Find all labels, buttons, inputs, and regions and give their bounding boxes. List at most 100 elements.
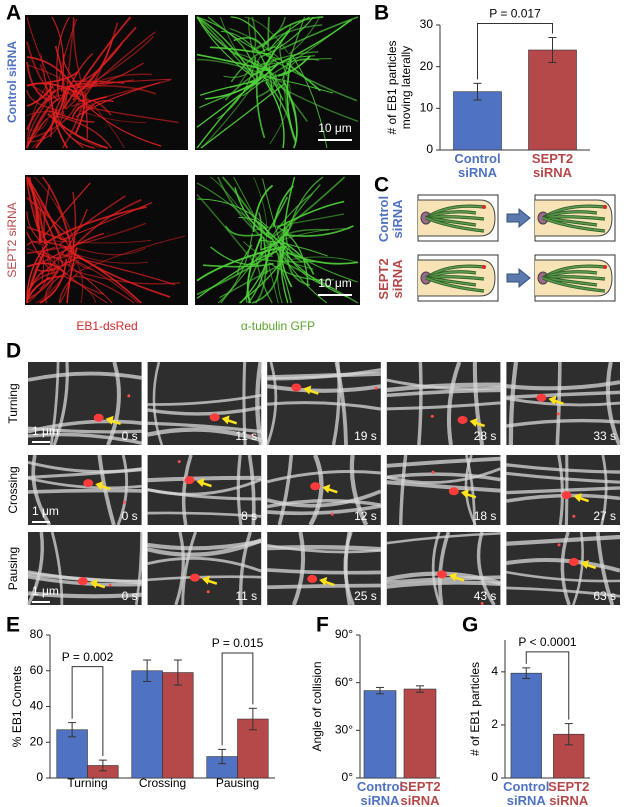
filament bbox=[43, 184, 51, 244]
filament bbox=[196, 58, 286, 85]
filament bbox=[280, 16, 359, 50]
filament bbox=[26, 246, 56, 254]
arrow-head bbox=[319, 576, 328, 586]
filament bbox=[61, 104, 84, 149]
filament bbox=[26, 85, 54, 107]
filament bbox=[564, 454, 569, 526]
row-label-group: Control siRNA bbox=[5, 41, 19, 123]
time-stamp: 43 s bbox=[474, 589, 497, 603]
filament bbox=[247, 454, 256, 526]
filament bbox=[386, 456, 501, 468]
microtubule-core bbox=[425, 277, 485, 292]
filament bbox=[52, 114, 112, 149]
eb1-speck bbox=[431, 470, 435, 474]
time-stamp: 11 s bbox=[235, 589, 257, 603]
x-tick-label: Turning bbox=[67, 776, 107, 790]
y-label-group: % EB1 Comets bbox=[10, 666, 24, 747]
eb1-comet bbox=[568, 557, 579, 566]
filament bbox=[27, 371, 142, 382]
y-label-group: Angle of collision bbox=[310, 661, 324, 751]
p-value: P < 0.0001 bbox=[518, 635, 576, 649]
filament bbox=[278, 241, 358, 283]
filament bbox=[219, 263, 283, 299]
filament bbox=[560, 531, 571, 606]
x-tick-label-box: Control siRNA bbox=[503, 780, 549, 807]
row-label: SEPT2 siRNA bbox=[5, 202, 19, 277]
filament bbox=[70, 73, 152, 98]
filament bbox=[267, 504, 382, 516]
filament bbox=[74, 275, 135, 304]
filament bbox=[196, 182, 277, 244]
filament bbox=[386, 388, 501, 398]
filament bbox=[147, 511, 262, 518]
x-tick-label: SEPT2 siRNA bbox=[531, 152, 574, 181]
filament bbox=[54, 45, 65, 103]
filament bbox=[79, 99, 112, 116]
filament bbox=[71, 62, 144, 88]
filament bbox=[61, 53, 94, 114]
filament bbox=[254, 262, 267, 304]
filament bbox=[62, 16, 132, 110]
filament bbox=[265, 361, 278, 446]
filament bbox=[26, 211, 41, 242]
filament bbox=[76, 247, 146, 256]
filament bbox=[48, 79, 135, 101]
filament bbox=[465, 454, 476, 526]
significance-bracket bbox=[525, 651, 570, 720]
arrow bbox=[506, 207, 531, 229]
filament bbox=[266, 470, 381, 484]
filament bbox=[242, 361, 247, 446]
filament bbox=[26, 111, 66, 117]
eb1-comet bbox=[83, 479, 94, 488]
eb1-tip bbox=[482, 265, 486, 269]
scale-bar-label: 1 μm bbox=[32, 584, 59, 598]
filament bbox=[257, 212, 263, 251]
filament bbox=[220, 251, 263, 304]
row-label-group: Control siRNA bbox=[377, 196, 405, 242]
filament bbox=[27, 476, 142, 490]
panel-letter: G bbox=[462, 614, 478, 637]
scale-bar-label: 10 μm bbox=[318, 276, 352, 290]
filament bbox=[265, 240, 314, 270]
eb1-comet bbox=[93, 413, 104, 422]
time-stamp: 0 s bbox=[122, 429, 138, 443]
filament bbox=[282, 80, 298, 149]
bar bbox=[510, 672, 542, 779]
x-tick-label: SEPT2 siRNA bbox=[548, 780, 590, 807]
time-stamp: 8 s bbox=[241, 509, 257, 523]
y-axis-label: # of EB1 particles bbox=[468, 662, 482, 756]
filament bbox=[40, 232, 104, 264]
x-tick-label-box: Control siRNA bbox=[454, 152, 500, 180]
panel-letter: E bbox=[6, 614, 20, 637]
filament bbox=[40, 208, 88, 275]
x-tick-label: Pausing bbox=[216, 776, 259, 790]
filament bbox=[27, 426, 142, 434]
filament bbox=[266, 499, 382, 509]
filament bbox=[196, 251, 276, 299]
eb1-tip bbox=[603, 205, 607, 209]
filament bbox=[224, 58, 277, 101]
filament bbox=[26, 270, 50, 304]
filament bbox=[257, 221, 287, 249]
filament bbox=[73, 80, 125, 84]
time-stamp: 18 s bbox=[474, 509, 497, 523]
channel-label: EB1-dsRed bbox=[76, 319, 137, 333]
arrow-head bbox=[95, 481, 104, 491]
filament bbox=[386, 472, 501, 482]
filament bbox=[349, 454, 369, 526]
filament bbox=[248, 16, 261, 76]
filament bbox=[282, 71, 297, 145]
bar bbox=[403, 688, 437, 779]
filament bbox=[287, 58, 320, 74]
x-tick-label-box: SEPT2 siRNA bbox=[531, 152, 574, 181]
filament bbox=[269, 193, 314, 240]
filament bbox=[196, 16, 254, 75]
channel-label: α-tubulin GFP bbox=[241, 319, 315, 333]
y-axis-label: moving laterally bbox=[399, 46, 413, 129]
filament bbox=[27, 591, 142, 599]
filament bbox=[210, 176, 254, 229]
filament bbox=[279, 260, 359, 304]
filament bbox=[464, 454, 477, 526]
row-label-box: Control siRNA bbox=[377, 196, 405, 242]
